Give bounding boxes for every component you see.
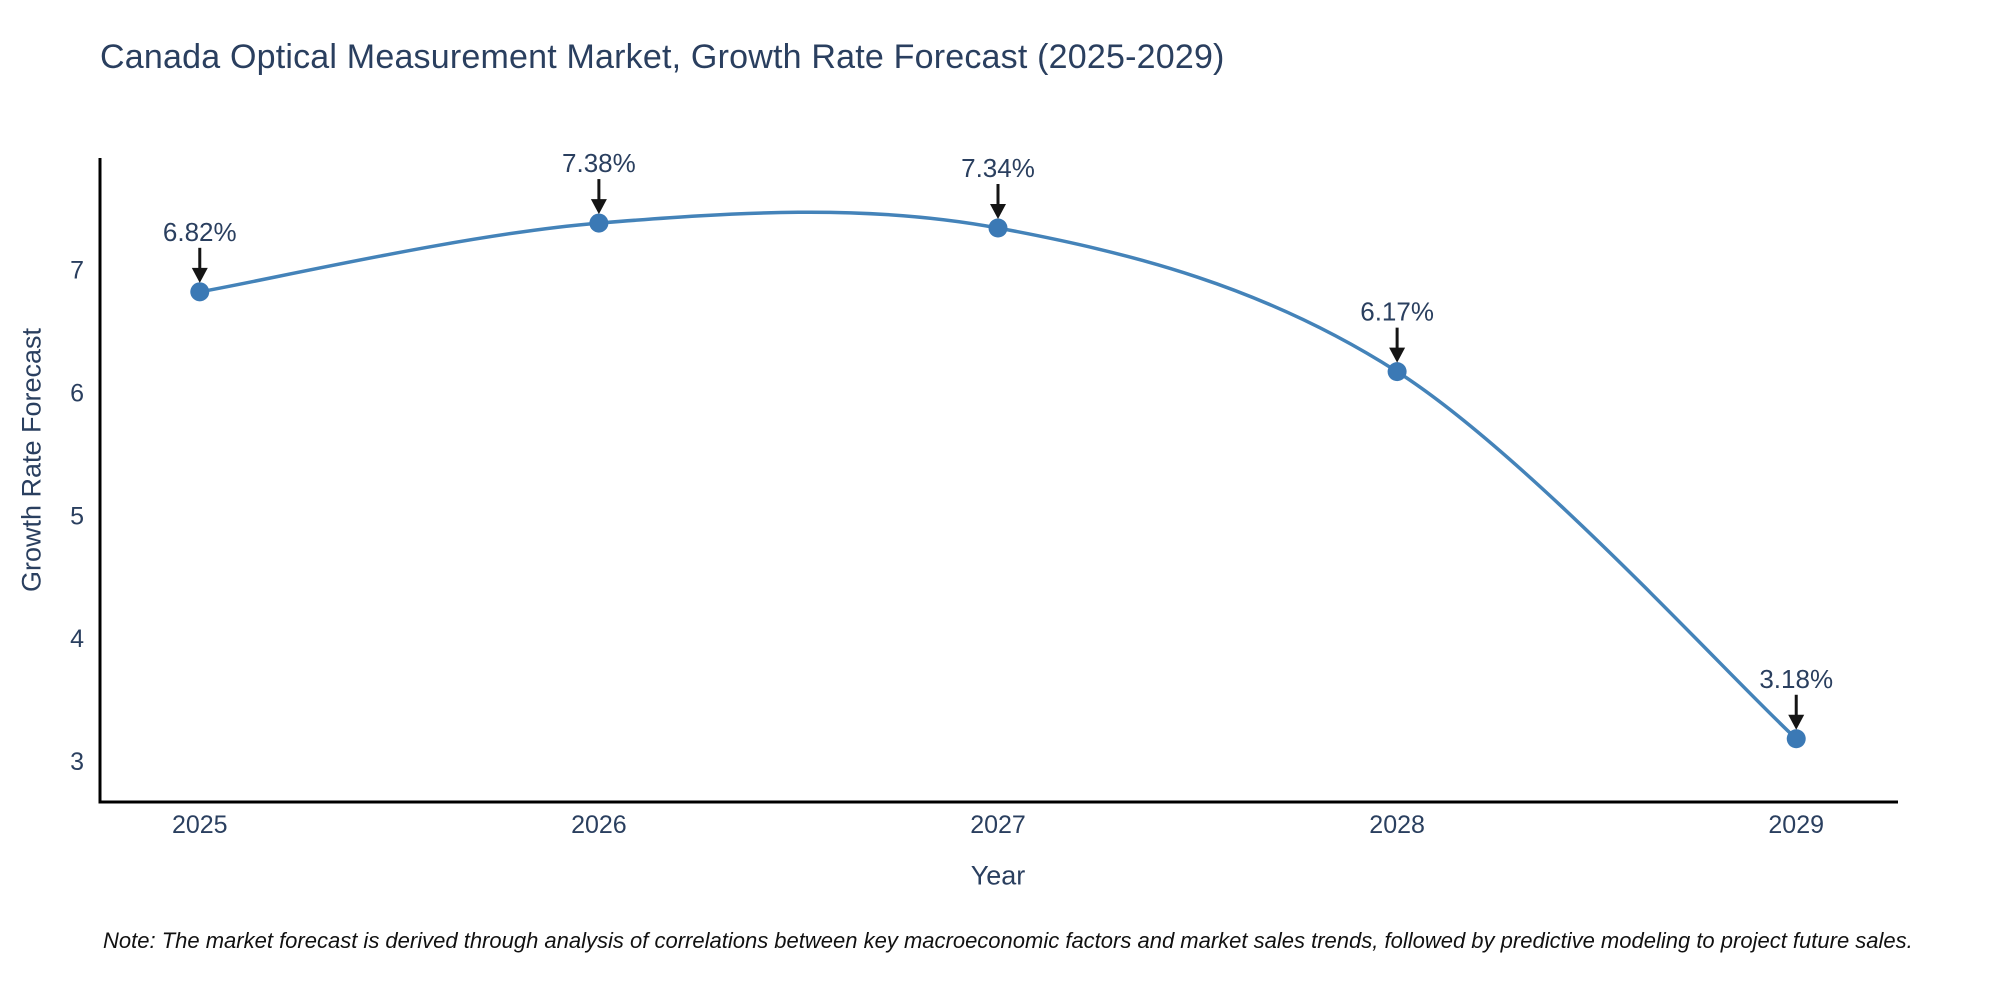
forecast-line (198, 210, 1798, 741)
y-tick-label: 5 (70, 502, 84, 530)
x-tick-label: 2025 (172, 811, 228, 839)
x-axis-title: Year (970, 860, 1026, 891)
x-tick-label: 2028 (1369, 811, 1425, 839)
annotation-arrow-head-icon (191, 267, 208, 283)
data-point-marker (1786, 729, 1806, 749)
x-tick-label: 2026 (571, 811, 627, 839)
y-tick-label: 3 (70, 748, 84, 776)
data-point-marker (988, 218, 1008, 238)
data-point-marker (1387, 362, 1407, 382)
x-tick-label: 2027 (970, 811, 1026, 839)
footnote: Note: The market forecast is derived thr… (103, 928, 1913, 953)
point-value-label: 6.82% (163, 217, 237, 247)
x-tick-label: 2029 (1768, 811, 1824, 839)
annotation-arrow-head-icon (990, 203, 1007, 219)
point-value-label: 3.18% (1759, 664, 1833, 694)
annotation-arrow-head-icon (1788, 714, 1805, 730)
annotation-arrow-head-icon (1389, 347, 1406, 363)
point-value-label: 6.17% (1360, 297, 1434, 327)
point-value-label: 7.34% (961, 153, 1035, 183)
chart-title: Canada Optical Measurement Market, Growt… (100, 38, 1225, 76)
annotation-arrow-head-icon (590, 199, 607, 215)
y-tick-label: 6 (70, 380, 84, 408)
y-tick-label: 7 (70, 257, 84, 285)
axis-lines (98, 158, 1898, 804)
data-point-marker (589, 213, 609, 233)
point-value-label: 7.38% (562, 148, 636, 178)
y-tick-label: 4 (70, 625, 84, 653)
data-point-marker (190, 282, 210, 302)
y-axis-title: Growth Rate Forecast (16, 327, 47, 593)
